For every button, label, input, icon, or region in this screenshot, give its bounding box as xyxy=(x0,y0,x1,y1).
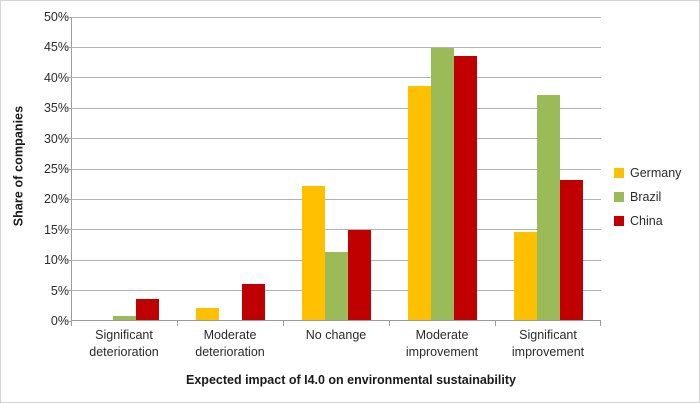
bar-group xyxy=(195,16,265,320)
x-category-label: Moderate deterioration xyxy=(195,327,265,361)
gridline xyxy=(71,168,601,170)
x-cat-label-line: Significant xyxy=(519,328,577,342)
legend-item-china[interactable]: China xyxy=(614,209,698,233)
bar-group xyxy=(407,16,477,320)
gridline xyxy=(71,77,601,79)
bar-china-3[interactable] xyxy=(453,55,477,320)
gridline xyxy=(71,107,601,109)
bar-brazil-3[interactable] xyxy=(430,47,454,320)
bar-brazil-4[interactable] xyxy=(536,95,560,320)
y-tick-mark xyxy=(66,107,71,109)
y-tick-label: 15% xyxy=(43,222,69,237)
y-tick-label: 35% xyxy=(43,100,69,115)
bar-germany-3[interactable] xyxy=(407,85,431,320)
y-tick-mark xyxy=(66,320,71,322)
legend-swatch-icon xyxy=(614,192,624,202)
y-tick-mark xyxy=(66,198,71,200)
legend-item-germany[interactable]: Germany xyxy=(614,161,698,185)
x-cat-label-line: deterioration xyxy=(195,344,265,359)
x-tick-mark xyxy=(177,321,178,326)
bar-china-4[interactable] xyxy=(559,180,583,320)
legend-item-brazil[interactable]: Brazil xyxy=(614,185,698,209)
x-tick-mark xyxy=(389,321,390,326)
bar-china-0[interactable] xyxy=(135,299,159,320)
x-tick-mark xyxy=(495,321,496,326)
y-tick-mark xyxy=(66,77,71,79)
y-tick-mark xyxy=(66,168,71,170)
legend-swatch-icon xyxy=(614,216,624,226)
x-cat-label-line: improvement xyxy=(511,344,585,359)
x-tick-mark xyxy=(283,321,284,326)
x-cat-label-line: deterioration xyxy=(89,344,159,359)
chart-legend: Germany Brazil China xyxy=(614,161,698,233)
x-axis-title: Expected impact of I4.0 on environmental… xyxy=(186,373,516,387)
bar-germany-1[interactable] xyxy=(195,308,219,320)
bar-germany-2[interactable] xyxy=(301,186,325,320)
x-category-label: Significant improvement xyxy=(512,327,584,361)
gridline xyxy=(71,198,601,200)
y-axis-tick-labels: 0% 5% 10% 15% 20% 25% 30% 35% 40% 45% 50% xyxy=(15,1,69,402)
y-tick-mark xyxy=(66,229,71,231)
x-cat-label-line: Significant xyxy=(95,328,153,342)
legend-swatch-icon xyxy=(614,168,624,178)
legend-label: China xyxy=(630,214,663,228)
y-tick-mark xyxy=(66,138,71,140)
bar-group xyxy=(301,16,371,320)
plot-area xyxy=(66,16,601,326)
y-tick-label: 45% xyxy=(43,40,69,55)
y-tick-mark xyxy=(66,46,71,48)
y-tick-mark xyxy=(66,259,71,261)
bar-china-2[interactable] xyxy=(347,230,371,320)
x-category-label: Moderate improvement xyxy=(406,327,478,361)
bar-germany-4[interactable] xyxy=(513,232,537,320)
gridline xyxy=(71,16,601,18)
x-category-label: No change xyxy=(306,327,366,344)
y-tick-label: 20% xyxy=(43,192,69,207)
y-tick-mark xyxy=(66,290,71,292)
y-tick-label: 50% xyxy=(43,9,69,24)
x-axis-category-labels: Significant deterioration Moderate deterior… xyxy=(71,327,601,369)
gridline xyxy=(71,46,601,48)
x-tick-mark xyxy=(71,321,72,326)
bar-brazil-2[interactable] xyxy=(324,251,348,320)
gridline xyxy=(71,138,601,140)
bar-group xyxy=(513,16,583,320)
x-category-label: Significant deterioration xyxy=(89,327,159,361)
bar-china-1[interactable] xyxy=(241,284,265,320)
x-axis-line xyxy=(71,320,601,321)
y-tick-mark xyxy=(66,16,71,18)
bar-brazil-0[interactable] xyxy=(112,315,136,320)
x-cat-label-line: improvement xyxy=(405,344,479,359)
y-tick-label: 5% xyxy=(50,283,69,298)
legend-label: Germany xyxy=(630,166,682,180)
y-tick-label: 10% xyxy=(43,252,69,267)
y-tick-label: 30% xyxy=(43,131,69,146)
y-tick-label: 40% xyxy=(43,70,69,85)
x-cat-label-line: No change xyxy=(305,328,367,342)
y-tick-label: 0% xyxy=(50,313,69,328)
x-cat-label-line: Moderate xyxy=(203,328,257,342)
legend-label: Brazil xyxy=(630,190,662,204)
bar-group xyxy=(90,16,159,320)
x-tick-mark xyxy=(600,321,601,326)
y-tick-label: 25% xyxy=(43,161,69,176)
x-cat-label-line: Moderate xyxy=(415,328,469,342)
gridline xyxy=(71,229,601,231)
